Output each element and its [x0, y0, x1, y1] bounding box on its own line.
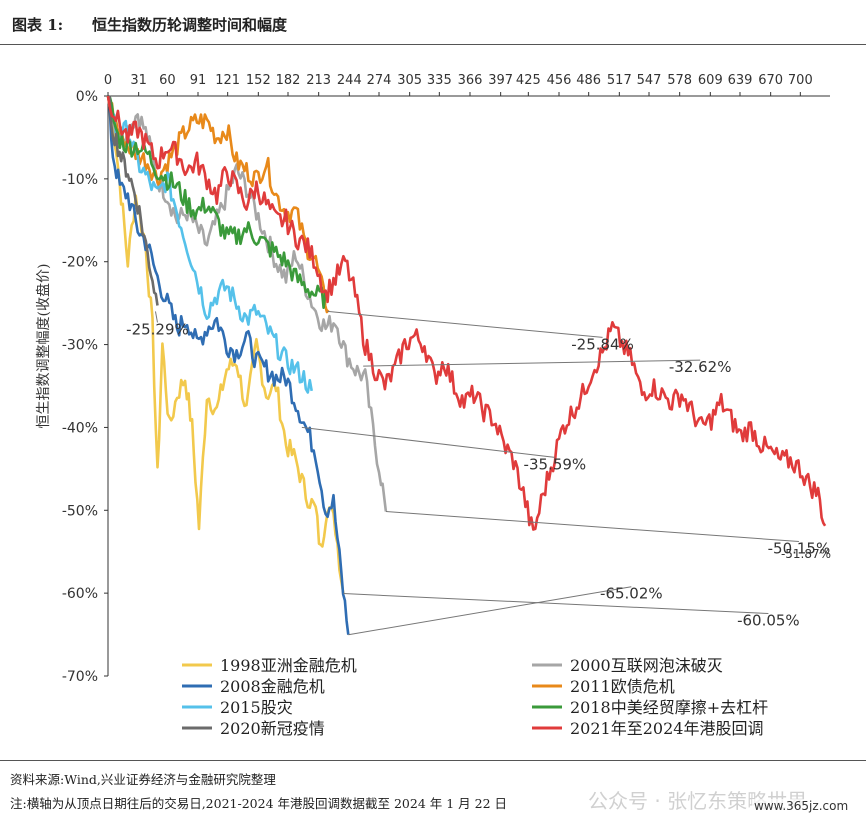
series-line: [107, 94, 159, 306]
y-tick-label: 0%: [76, 89, 98, 105]
drawdown-line-chart: 0 31 60 91 121 152 182 213 244 274 305 335 366 397 425…: [35, 73, 831, 738]
annotation-label: -65.02%: [600, 585, 663, 603]
x-tick-label: 486: [576, 73, 601, 88]
source-note: 资料来源:Wind,兴业证券经济与金融研究院整理: [10, 772, 276, 787]
y-tick-label: -40%: [62, 420, 98, 436]
figure-footer: 资料来源:Wind,兴业证券经济与金融研究院整理 注:横轴为从顶点日期往后的交易…: [0, 760, 866, 817]
legend-label: 2020新冠疫情: [220, 719, 325, 738]
annotation-leader: [343, 593, 769, 615]
legend-label: 1998亚洲金融危机: [220, 656, 357, 675]
series-line: [106, 95, 345, 594]
x-tick-label: 425: [516, 73, 541, 88]
figure-title: 恒生指数历轮调整时间和幅度: [92, 16, 288, 34]
legend-label: 2008金融危机: [220, 677, 325, 696]
x-tick-label: 91: [190, 73, 207, 88]
annotation-label: -60.05%: [737, 612, 800, 630]
footnote: 注:横轴为从顶点日期往后的交易日,2021-2024 年港股回调数据截至 202…: [10, 796, 508, 811]
x-tick-label: 609: [698, 73, 723, 88]
x-tick-label: 335: [427, 73, 452, 88]
x-tick-label: 456: [547, 73, 572, 88]
x-tick-label: 31: [130, 73, 147, 88]
legend-label: 2000互联网泡沫破灭: [570, 656, 723, 675]
y-tick-label: -30%: [62, 338, 98, 354]
annotation-leader: [348, 586, 632, 636]
y-tick-label: -20%: [62, 255, 98, 271]
x-tick-label: 700: [788, 73, 813, 88]
series-line: [106, 95, 330, 314]
x-tick-label: 578: [667, 73, 692, 88]
x-tick-label: 60: [159, 73, 176, 88]
legend-label: 2015股灾: [220, 698, 293, 717]
x-tick-label: 366: [458, 73, 483, 88]
x-tick-label: 244: [337, 73, 362, 88]
legend-label: 2021年至2024年港股回调: [570, 719, 763, 738]
annotation-leader: [301, 426, 555, 458]
legend-label: 2011欧债危机: [570, 677, 675, 696]
annotation-leader: [363, 359, 701, 367]
x-tick-label: 182: [276, 73, 301, 88]
annotation-label: -35.59%: [524, 455, 587, 473]
figure-label: 图表 1:: [12, 16, 64, 34]
x-tick-label: 547: [637, 73, 662, 88]
y-tick-label: -60%: [62, 586, 98, 602]
series-line: [106, 95, 313, 394]
figure-header: 图表 1: 恒生指数历轮调整时间和幅度: [0, 0, 866, 45]
y-tick-label: -50%: [62, 503, 98, 519]
x-tick-label: 517: [607, 73, 632, 88]
x-tick-label: 274: [367, 73, 392, 88]
x-tick-label: 0: [104, 73, 112, 88]
annotation-leader: [327, 310, 603, 338]
y-axis-title: 恒生指数调整幅度(收盘价): [35, 264, 52, 429]
x-tick-label: 639: [728, 73, 753, 88]
annotation-leader: [154, 311, 158, 323]
y-tick-label: -10%: [62, 172, 98, 188]
x-tick-label: 305: [397, 73, 422, 88]
x-tick-label: 152: [246, 73, 271, 88]
annotation-label: -51.87%: [781, 547, 831, 561]
annotation-label: -25.84%: [571, 335, 634, 353]
x-tick-label: 213: [306, 73, 331, 88]
x-tick-label: 121: [215, 73, 240, 88]
legend-label: 2018中美经贸摩擦+去杠杆: [570, 698, 768, 717]
annotation-label: -50.15%: [768, 540, 831, 558]
annotation-label: -25.29%: [126, 320, 189, 338]
y-tick-label: -70%: [62, 669, 98, 685]
series-line: [106, 95, 827, 531]
watermark-url: www.365jz.com: [752, 799, 851, 813]
x-tick-label: 397: [488, 73, 513, 88]
x-tick-label: 670: [758, 73, 783, 88]
annotation-leader: [385, 511, 799, 543]
annotation-label: -32.62%: [669, 358, 732, 376]
